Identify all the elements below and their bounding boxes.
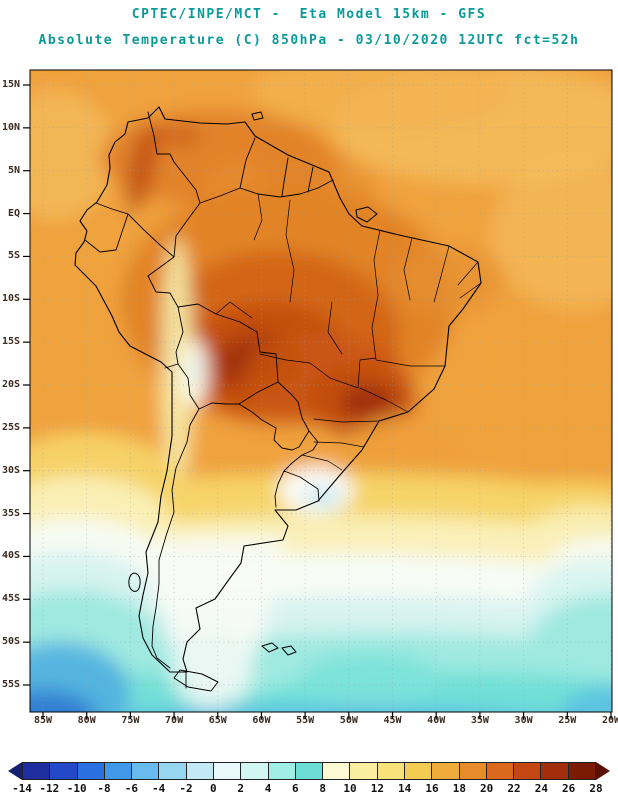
colorbar-cell-14 [404, 763, 433, 779]
colorbar-cell-13 [377, 763, 405, 779]
map-area [20, 60, 618, 728]
lat-label-45S: 45S [1, 593, 20, 605]
lat-label-50S: 50S [1, 636, 20, 648]
lon-label-50W: 50W [339, 715, 358, 726]
colorbar-cells [22, 762, 596, 780]
colorbar-right-arrow [596, 762, 610, 780]
colorbar-tick-26: 26 [562, 782, 576, 795]
lat-label-15N: 15N [1, 79, 20, 90]
colorbar-tick-12: 12 [370, 782, 384, 795]
colorbar-cell-5 [159, 763, 187, 779]
lon-label-40W: 40W [427, 715, 446, 726]
colorbar-tick-4: 4 [264, 782, 272, 795]
temperature-colorbar [8, 762, 610, 780]
colorbar-tick-20: 20 [480, 782, 494, 795]
colorbar-cell-11 [323, 763, 351, 779]
lon-label-70W: 70W [165, 715, 184, 726]
colorbar-cell-7 [213, 763, 242, 779]
colorbar-cell-20 [568, 763, 595, 779]
lat-label-5N: 5N [7, 164, 20, 176]
lat-label-10S: 10S [1, 293, 20, 305]
colorbar-tick--2: -2 [179, 782, 193, 795]
colorbar-tick-14: 14 [398, 782, 412, 795]
colorbar-labels: -14 -12 -10 -8 -6 -4 -2 0 2 4 6 8 10 12 14 16 18 20 22 24 26… [8, 782, 610, 798]
colorbar-tick-8: 8 [319, 782, 326, 795]
lon-label-65W: 65W [208, 715, 227, 726]
colorbar-tick-6: 6 [292, 782, 299, 795]
colorbar-tick--4: -4 [152, 782, 166, 795]
colorbar-tick-16: 16 [425, 782, 439, 795]
colorbar-cell-4 [132, 763, 160, 779]
colorbar-tick-22: 22 [507, 782, 521, 795]
lat-label-10N: 10N [1, 121, 20, 133]
country-borders [84, 111, 334, 689]
lon-label-35W: 35W [470, 715, 489, 726]
lat-label-5S: 5S [7, 250, 20, 262]
colorbar-cell-18 [514, 763, 542, 779]
colorbar-cell-10 [295, 763, 324, 779]
colorbar-tick-18: 18 [452, 782, 466, 795]
colorbar-left-arrow [8, 762, 22, 780]
colorbar-cell-0 [23, 763, 51, 779]
lon-label-25W: 25W [558, 715, 577, 726]
lat-label-35S: 35S [1, 507, 20, 519]
colorbar-tick--14: -14 [12, 782, 32, 795]
colorbar-tick-0: 0 [210, 782, 217, 795]
colorbar-cell-8 [241, 763, 269, 779]
lon-label-85W: 85W [33, 715, 53, 726]
colorbar-cell-19 [541, 763, 569, 779]
colorbar-cell-16 [459, 763, 487, 779]
borders-layer [74, 106, 482, 692]
colorbar-tick-28: 28 [589, 782, 603, 795]
lon-label-45W: 45W [383, 715, 402, 726]
lon-label-75W: 75W [121, 715, 140, 726]
colorbar-tick--6: -6 [124, 782, 138, 795]
state-borders [215, 193, 482, 471]
lon-label-55W: 55W [296, 715, 315, 726]
coastline [74, 106, 482, 673]
lat-label-55S: 55S [1, 678, 20, 690]
lat-label-30S: 30S [1, 464, 20, 476]
colorbar-cell-17 [486, 763, 515, 779]
latitude-axis: 15N 10N 5N EQ 5S 10S 15S 20S 25S 30S 35S 40S 45S 50S 5… [0, 70, 21, 712]
colorbar-cell-2 [77, 763, 105, 779]
map-title-line2: Absolute Temperature (C) 850hPa - 03/10/… [38, 33, 580, 48]
lon-label-80W: 80W [77, 715, 96, 726]
colorbar-cell-15 [432, 763, 460, 779]
temperature-field [30, 70, 612, 712]
map-title-line1: CPTEC/INPE/MCT - Eta Model 15km - GFS [131, 7, 487, 22]
longitude-axis: 85W 80W 75W 70W 65W 60W 55W 50W 45W 40W 35W 30W 25W 2… [30, 712, 618, 730]
colorbar-tick-10: 10 [343, 782, 357, 795]
lat-label-15S: 15S [1, 336, 20, 348]
lon-label-30W: 30W [514, 715, 533, 726]
colorbar-cell-1 [50, 763, 78, 779]
colorbar-cell-3 [104, 763, 133, 779]
colorbar-tick--10: -10 [66, 782, 87, 795]
map-frame [29, 69, 613, 713]
islands-outline [128, 111, 378, 692]
colorbar-cell-6 [186, 763, 214, 779]
colorbar-cell-12 [350, 763, 378, 779]
grid-layer [23, 70, 612, 719]
colorbar-tick-24: 24 [534, 782, 548, 795]
colorbar-tick--12: -12 [39, 782, 60, 795]
temperature-map-svg [23, 69, 613, 719]
colorbar-tick--8: -8 [97, 782, 111, 795]
lat-label-20S: 20S [1, 378, 20, 390]
colorbar-tick-2: 2 [237, 782, 244, 795]
lat-label-25S: 25S [1, 421, 20, 433]
colorbar-cell-9 [268, 763, 296, 779]
lat-label-EQ: EQ [7, 207, 20, 219]
lon-label-20W: 20W [601, 715, 618, 726]
lon-label-60W: 60W [252, 715, 271, 726]
lat-label-40S: 40S [1, 550, 20, 562]
